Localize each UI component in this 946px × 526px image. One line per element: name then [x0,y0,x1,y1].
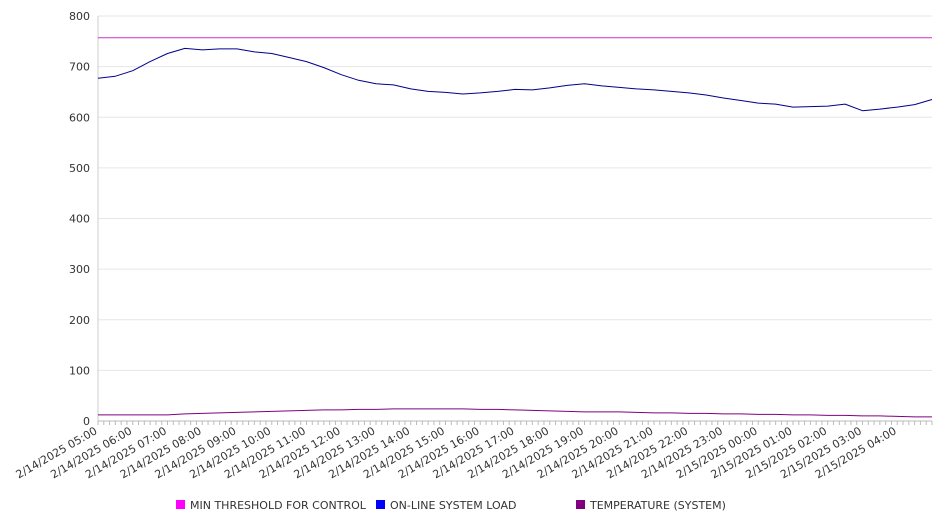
y-tick-label: 200 [69,314,90,327]
y-tick-label: 0 [83,415,90,428]
legend-swatch [576,500,585,509]
y-tick-labels: 0 100 200 300 400 500 600 700 800 [69,10,90,428]
y-tick-label: 400 [69,213,90,226]
series-line [98,408,932,418]
y-tick-label: 600 [69,111,90,124]
grid [98,15,932,422]
legend: MIN THRESHOLD FOR CONTROL ON-LINE SYSTEM … [176,499,726,512]
x-tick-labels: 2/14/2025 05:002/14/2025 06:002/14/2025 … [14,424,899,481]
y-tick-label: 800 [69,10,90,23]
legend-swatch [376,500,385,509]
legend-label: ON-LINE SYSTEM LOAD [390,499,516,512]
legend-swatch [176,500,185,509]
series-lines [97,37,933,418]
legend-label: MIN THRESHOLD FOR CONTROL [190,499,367,512]
legend-label: TEMPERATURE (SYSTEM) [589,499,726,512]
series-line [97,47,933,112]
legend-item: TEMPERATURE (SYSTEM) [576,499,726,512]
legend-item: MIN THRESHOLD FOR CONTROL [176,499,367,512]
legend-item: ON-LINE SYSTEM LOAD [376,499,516,512]
axes [97,16,933,425]
y-tick-label: 100 [69,364,90,377]
y-tick-label: 700 [69,61,90,74]
y-tick-label: 500 [69,162,90,175]
y-tick-label: 300 [69,263,90,276]
